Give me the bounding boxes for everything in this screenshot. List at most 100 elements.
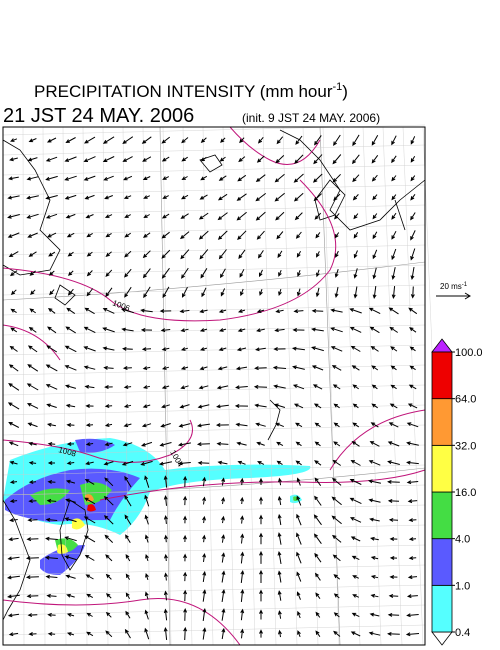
wind-vector bbox=[259, 477, 263, 485]
wind-vector bbox=[387, 631, 400, 636]
wind-vector bbox=[294, 212, 303, 221]
wind-vector bbox=[259, 629, 263, 638]
wind-vector bbox=[104, 423, 113, 427]
colorbar-under bbox=[431, 631, 453, 646]
wind-vector bbox=[199, 366, 208, 371]
wind-vector bbox=[85, 442, 94, 446]
wind-vector bbox=[7, 402, 20, 410]
wind-vector bbox=[235, 422, 248, 427]
wind-vector bbox=[215, 423, 229, 428]
wind-vector bbox=[198, 212, 209, 220]
wind-vector bbox=[163, 514, 168, 524]
wind-vector bbox=[66, 442, 75, 446]
wind-vector bbox=[406, 480, 419, 485]
wind-vector bbox=[45, 574, 58, 579]
wind-vector bbox=[66, 232, 75, 238]
wind-vector bbox=[64, 517, 77, 523]
colorbar-segment bbox=[431, 584, 453, 633]
wind-vector bbox=[295, 422, 303, 428]
wind-vector bbox=[388, 422, 399, 428]
wind-vector bbox=[332, 477, 342, 486]
wind-vector bbox=[239, 137, 245, 144]
wind-vector bbox=[45, 156, 58, 162]
graticule-line bbox=[2, 324, 426, 336]
wind-vector bbox=[180, 213, 189, 219]
wind-vector bbox=[313, 514, 322, 526]
wind-vector bbox=[388, 593, 399, 598]
graticule-line bbox=[2, 524, 426, 536]
wind-vector bbox=[177, 442, 191, 447]
wind-vector bbox=[315, 611, 321, 618]
wind-vector bbox=[391, 230, 397, 240]
wind-vector bbox=[84, 497, 96, 505]
graticule-line bbox=[302, 126, 319, 646]
wind-vector bbox=[332, 154, 342, 165]
wind-vector bbox=[8, 441, 19, 447]
wind-vector bbox=[296, 251, 302, 258]
wind-vector bbox=[238, 156, 246, 163]
colorbar-segment bbox=[431, 351, 453, 400]
wind-vector bbox=[410, 286, 415, 299]
wind-vector bbox=[202, 515, 206, 524]
wind-vector bbox=[311, 346, 324, 352]
wind-vector bbox=[125, 610, 131, 619]
wind-vector bbox=[163, 590, 168, 601]
wind-vector bbox=[221, 608, 226, 621]
wind-vector bbox=[6, 575, 20, 580]
wind-vector bbox=[406, 594, 418, 599]
wind-vector bbox=[198, 230, 209, 240]
wind-vector bbox=[202, 534, 206, 543]
graticule-line bbox=[102, 126, 109, 646]
wind-vector bbox=[183, 553, 187, 562]
wind-vector bbox=[122, 156, 133, 162]
wind-vector bbox=[64, 175, 77, 181]
wind-vector bbox=[145, 554, 149, 562]
wind-vector bbox=[183, 534, 187, 543]
wind-vector bbox=[278, 477, 282, 486]
wind-vector bbox=[332, 459, 341, 466]
wind-vector bbox=[84, 307, 95, 315]
wind-vector bbox=[105, 611, 112, 618]
wind-vector bbox=[296, 513, 302, 526]
wind-vector bbox=[387, 498, 400, 503]
wind-vector bbox=[350, 345, 361, 352]
wind-vector bbox=[144, 475, 150, 488]
vector-reference-arrow bbox=[436, 292, 471, 300]
wind-vector bbox=[234, 403, 249, 408]
wind-vector bbox=[27, 345, 38, 353]
wind-vector bbox=[217, 460, 228, 465]
wind-vector bbox=[179, 404, 190, 409]
wind-vector bbox=[315, 592, 321, 599]
wind-vector bbox=[296, 288, 301, 297]
graticule-line bbox=[262, 126, 277, 646]
wind-vector bbox=[45, 384, 58, 390]
colorbar-label: 64.0 bbox=[455, 394, 476, 406]
wind-vector bbox=[202, 552, 207, 562]
wind-vector bbox=[311, 327, 324, 332]
wind-vector bbox=[259, 514, 263, 525]
wind-vector bbox=[295, 460, 302, 466]
wind-vector bbox=[104, 477, 114, 487]
wind-vector bbox=[105, 554, 113, 562]
wind-vector bbox=[46, 232, 57, 238]
graticule-line bbox=[222, 126, 235, 646]
map: 1006 1008 1004 bbox=[2, 124, 445, 646]
wind-vector bbox=[349, 517, 362, 523]
wind-vector bbox=[390, 365, 397, 371]
graticule-line bbox=[2, 484, 426, 496]
wind-vector bbox=[332, 554, 341, 562]
wind-vector bbox=[26, 537, 39, 542]
wind-vector bbox=[105, 269, 113, 277]
wind-vector bbox=[162, 195, 169, 199]
wind-vector bbox=[65, 479, 76, 484]
wind-vector bbox=[66, 632, 75, 636]
wind-vector bbox=[295, 441, 302, 447]
wind-vector bbox=[276, 231, 284, 240]
wind-vector bbox=[221, 496, 225, 505]
wind-vector bbox=[202, 589, 207, 602]
wind-vector bbox=[202, 627, 207, 640]
wind-vector bbox=[296, 495, 302, 506]
wind-vector bbox=[85, 404, 94, 408]
graticule-line bbox=[282, 126, 298, 646]
wind-vector bbox=[332, 173, 341, 183]
